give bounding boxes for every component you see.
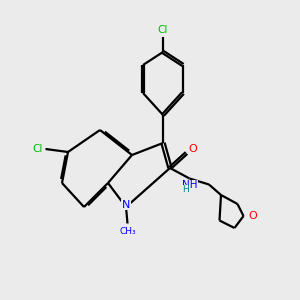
Text: O: O bbox=[248, 211, 257, 221]
Text: Cl: Cl bbox=[158, 26, 168, 35]
Text: NH: NH bbox=[182, 180, 197, 190]
Text: H: H bbox=[182, 185, 189, 194]
Text: O: O bbox=[189, 144, 197, 154]
Text: CH₃: CH₃ bbox=[119, 226, 136, 236]
Text: Cl: Cl bbox=[32, 144, 42, 154]
Text: N: N bbox=[122, 200, 130, 210]
